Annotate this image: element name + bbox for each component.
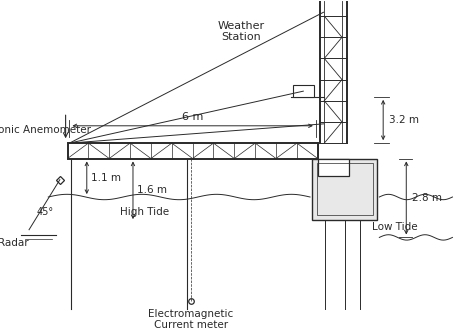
- Text: Weather
Station: Weather Station: [217, 21, 264, 42]
- Text: 1.6 m: 1.6 m: [137, 185, 167, 195]
- Text: 3.2 m: 3.2 m: [389, 115, 419, 125]
- Text: 1.1 m: 1.1 m: [91, 173, 121, 183]
- Bar: [312, 158, 377, 220]
- Text: onic Anemometer: onic Anemometer: [0, 125, 91, 135]
- Bar: [293, 85, 314, 97]
- Text: 45°: 45°: [37, 207, 54, 217]
- Text: 6 m: 6 m: [182, 112, 203, 122]
- Text: High Tide: High Tide: [120, 207, 169, 217]
- Text: Electromagnetic
Current meter: Electromagnetic Current meter: [148, 309, 233, 330]
- Bar: [67, 143, 318, 158]
- Text: 2.8 m: 2.8 m: [412, 193, 442, 203]
- Bar: [317, 163, 373, 215]
- Text: Low Tide: Low Tide: [372, 222, 418, 231]
- Text: Radar: Radar: [0, 238, 29, 248]
- Bar: [318, 158, 348, 176]
